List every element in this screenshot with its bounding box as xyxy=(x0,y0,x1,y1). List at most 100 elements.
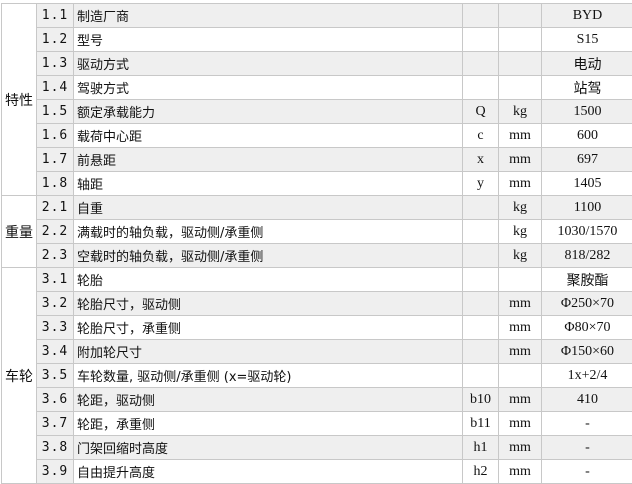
item-symbol xyxy=(463,316,499,340)
item-number: 1.1 xyxy=(37,4,74,28)
item-value: 600 xyxy=(542,124,632,148)
item-unit: mm xyxy=(499,388,542,412)
item-symbol xyxy=(463,364,499,388)
item-symbol xyxy=(463,196,499,220)
item-symbol: x xyxy=(463,148,499,172)
item-number: 1.5 xyxy=(37,100,74,124)
item-symbol xyxy=(463,244,499,268)
item-symbol: h1 xyxy=(463,436,499,460)
item-number: 3.2 xyxy=(37,292,74,316)
item-name: 轮胎尺寸，驱动侧 xyxy=(74,292,463,316)
item-value: 1x+2/4 xyxy=(542,364,632,388)
item-name: 自由提升高度 xyxy=(74,460,463,484)
item-number: 3.5 xyxy=(37,364,74,388)
item-number: 1.4 xyxy=(37,76,74,100)
item-symbol xyxy=(463,4,499,28)
item-unit: kg xyxy=(499,244,542,268)
item-value: Φ250×70 xyxy=(542,292,632,316)
item-value: S15 xyxy=(542,28,632,52)
item-number: 1.7 xyxy=(37,148,74,172)
item-unit xyxy=(499,4,542,28)
item-value: 电动 xyxy=(542,52,632,76)
item-unit: kg xyxy=(499,196,542,220)
item-name: 前悬距 xyxy=(74,148,463,172)
item-unit xyxy=(499,76,542,100)
item-value: 聚胺酯 xyxy=(542,268,632,292)
item-name: 轴距 xyxy=(74,172,463,196)
item-value: 站驾 xyxy=(542,76,632,100)
item-unit: mm xyxy=(499,340,542,364)
item-value: - xyxy=(542,412,632,436)
item-symbol xyxy=(463,76,499,100)
item-name: 自重 xyxy=(74,196,463,220)
item-unit: mm xyxy=(499,172,542,196)
item-name: 门架回缩时高度 xyxy=(74,436,463,460)
item-name: 轮距，承重侧 xyxy=(74,412,463,436)
item-value: 818/282 xyxy=(542,244,632,268)
item-number: 3.3 xyxy=(37,316,74,340)
item-number: 2.1 xyxy=(37,196,74,220)
item-number: 2.3 xyxy=(37,244,74,268)
item-unit xyxy=(499,52,542,76)
item-value: - xyxy=(542,436,632,460)
item-unit xyxy=(499,28,542,52)
item-symbol xyxy=(463,340,499,364)
item-name: 驾驶方式 xyxy=(74,76,463,100)
item-name: 型号 xyxy=(74,28,463,52)
category-cell: 车轮 xyxy=(2,268,37,484)
item-symbol: c xyxy=(463,124,499,148)
item-number: 3.1 xyxy=(37,268,74,292)
item-value: BYD xyxy=(542,4,632,28)
item-name: 轮距，驱动侧 xyxy=(74,388,463,412)
item-value: 1030/1570 xyxy=(542,220,632,244)
item-number: 2.2 xyxy=(37,220,74,244)
item-name: 制造厂商 xyxy=(74,4,463,28)
item-unit xyxy=(499,268,542,292)
item-name: 满载时的轴负载，驱动侧/承重侧 xyxy=(74,220,463,244)
item-unit: mm xyxy=(499,292,542,316)
item-value: Φ80×70 xyxy=(542,316,632,340)
item-unit: kg xyxy=(499,220,542,244)
item-symbol: b10 xyxy=(463,388,499,412)
category-cell: 特性 xyxy=(2,4,37,196)
item-symbol xyxy=(463,28,499,52)
item-unit: kg xyxy=(499,100,542,124)
item-symbol: h2 xyxy=(463,460,499,484)
item-number: 3.8 xyxy=(37,436,74,460)
item-symbol: y xyxy=(463,172,499,196)
item-number: 3.7 xyxy=(37,412,74,436)
item-number: 1.6 xyxy=(37,124,74,148)
item-unit: mm xyxy=(499,436,542,460)
item-unit: mm xyxy=(499,148,542,172)
item-unit: mm xyxy=(499,460,542,484)
category-cell: 重量 xyxy=(2,196,37,268)
item-number: 1.2 xyxy=(37,28,74,52)
item-value: Φ150×60 xyxy=(542,340,632,364)
item-value: 410 xyxy=(542,388,632,412)
item-number: 1.8 xyxy=(37,172,74,196)
item-symbol: b11 xyxy=(463,412,499,436)
item-unit: mm xyxy=(499,316,542,340)
item-number: 3.6 xyxy=(37,388,74,412)
item-name: 附加轮尺寸 xyxy=(74,340,463,364)
item-name: 空载时的轴负载，驱动侧/承重侧 xyxy=(74,244,463,268)
item-value: 1100 xyxy=(542,196,632,220)
item-name: 驱动方式 xyxy=(74,52,463,76)
item-symbol xyxy=(463,292,499,316)
